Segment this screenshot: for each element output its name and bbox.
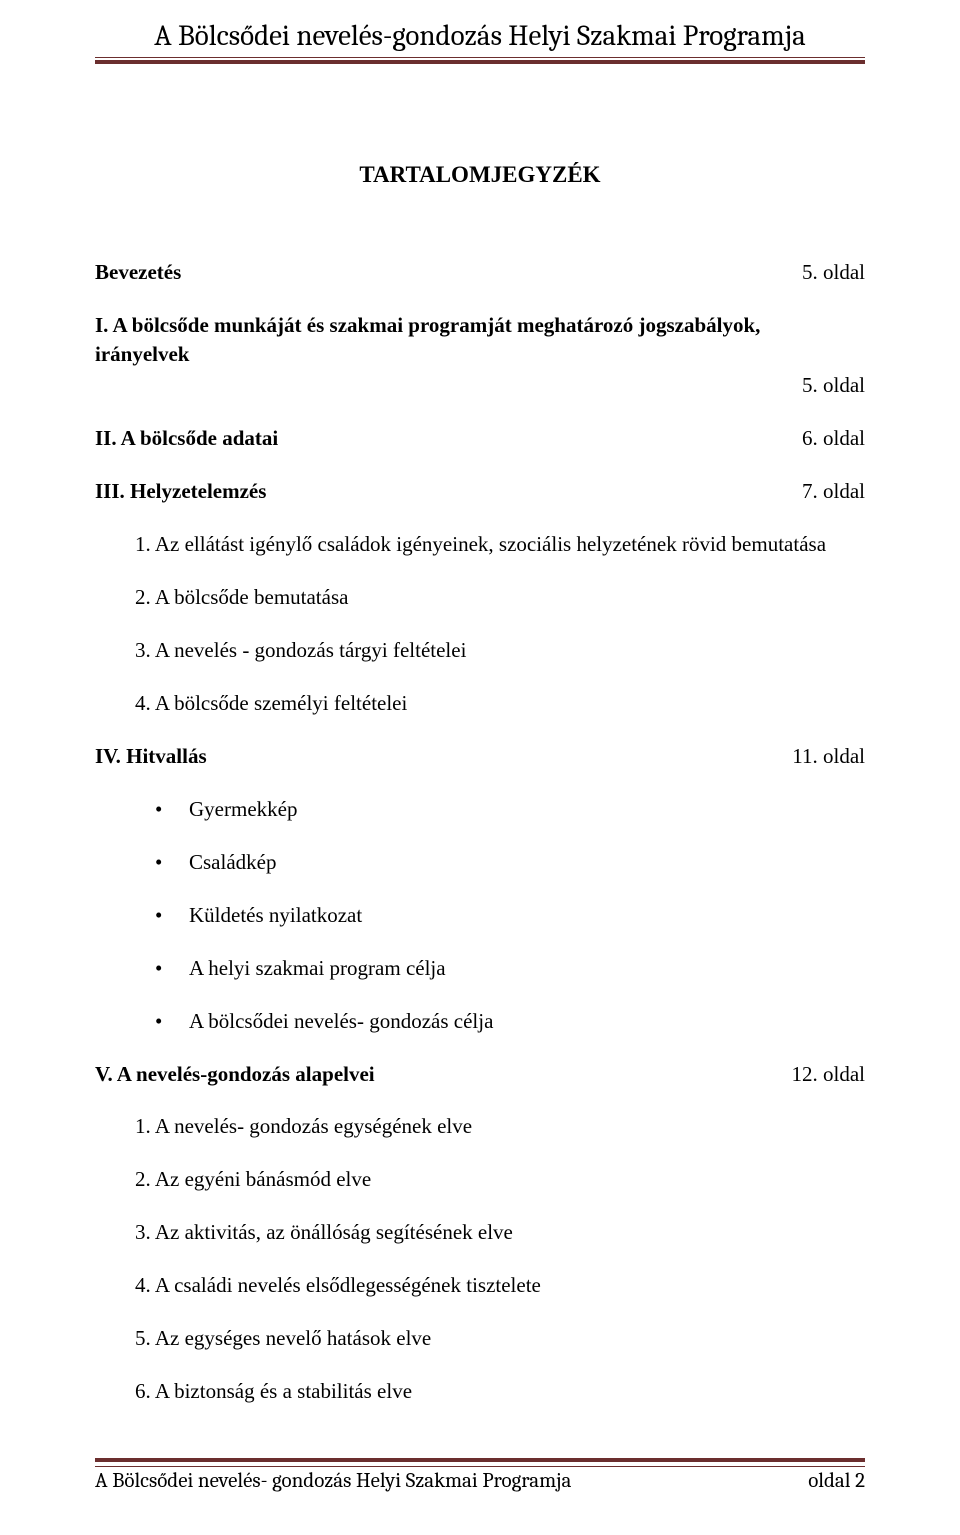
footer-page-number: oldal 2 [808, 1469, 865, 1493]
toc-subitem: 4. A családi nevelés elsődlegességének t… [135, 1271, 865, 1300]
toc-subitem: 6. A biztonság és a stabilitás elve [135, 1377, 865, 1406]
toc-label: II. A bölcsőde adatai [95, 424, 802, 453]
toc-section4-bullets: Gyermekkép Családkép Küldetés nyilatkoza… [155, 795, 865, 1036]
toc-entry-section2: II. A bölcsőde adatai 6. oldal [95, 424, 865, 453]
toc-entry-section1: I. A bölcsőde munkáját és szakmai progra… [95, 311, 865, 369]
toc-page-ref: 12. oldal [792, 1060, 866, 1089]
toc-bullet-item: Gyermekkép [155, 795, 865, 824]
header-rule-thick [95, 60, 865, 64]
toc-page-ref: 6. oldal [802, 424, 865, 453]
toc-page-ref: 5. oldal [802, 371, 865, 400]
toc-entry-bevezetes: Bevezetés 5. oldal [95, 258, 865, 287]
footer-row: A Bölcsődei nevelés- gondozás Helyi Szak… [95, 1469, 865, 1493]
toc-subitem: 2. Az egyéni bánásmód elve [135, 1165, 865, 1194]
toc-label: Bevezetés [95, 258, 802, 287]
toc-section3-sublist: 1. Az ellátást igénylő családok igényein… [135, 530, 865, 718]
toc-subitem: 1. A nevelés- gondozás egységének elve [135, 1112, 865, 1141]
toc-entry-section5: V. A nevelés-gondozás alapelvei 12. olda… [95, 1060, 865, 1089]
toc-heading: TARTALOMJEGYZÉK [95, 162, 865, 188]
footer-rule-thick [95, 1458, 865, 1462]
document-page: A Bölcsődei nevelés-gondozás Helyi Szakm… [0, 0, 960, 1535]
toc-subitem: 2. A bölcsőde bemutatása [135, 583, 865, 612]
toc-subitem: 3. A nevelés - gondozás tárgyi feltétele… [135, 636, 865, 665]
toc-entry-section3: III. Helyzetelemzés 7. oldal [95, 477, 865, 506]
toc-entry-section1-page: 5. oldal [95, 371, 865, 400]
toc-bullet-item: Küldetés nyilatkozat [155, 901, 865, 930]
footer-left-text: A Bölcsődei nevelés- gondozás Helyi Szak… [95, 1469, 571, 1493]
toc-subitem: 5. Az egységes nevelő hatások elve [135, 1324, 865, 1353]
toc-label: V. A nevelés-gondozás alapelvei [95, 1060, 792, 1089]
header-title: A Bölcsődei nevelés-gondozás Helyi Szakm… [95, 20, 865, 53]
toc-page-ref: 11. oldal [792, 742, 865, 771]
toc-content: Bevezetés 5. oldal I. A bölcsőde munkájá… [95, 258, 865, 1406]
toc-section5-sublist: 1. A nevelés- gondozás egységének elve 2… [135, 1112, 865, 1406]
toc-bullet-item: Családkép [155, 848, 865, 877]
toc-label: I. A bölcsőde munkáját és szakmai progra… [95, 311, 865, 369]
toc-label: III. Helyzetelemzés [95, 477, 802, 506]
header-rule-thin [95, 57, 865, 64]
toc-page-ref: 5. oldal [802, 258, 865, 287]
toc-subitem: 3. Az aktivitás, az önállóság segítéséne… [135, 1218, 865, 1247]
toc-subitem: 4. A bölcsőde személyi feltételei [135, 689, 865, 718]
footer-rule-thin [95, 1466, 865, 1467]
toc-bullet-item: A helyi szakmai program célja [155, 954, 865, 983]
toc-label: IV. Hitvallás [95, 742, 792, 771]
page-header: A Bölcsődei nevelés-gondozás Helyi Szakm… [95, 20, 865, 72]
page-footer: A Bölcsődei nevelés- gondozás Helyi Szak… [95, 1458, 865, 1493]
toc-page-ref: 7. oldal [802, 477, 865, 506]
toc-bullet-item: A bölcsődei nevelés- gondozás célja [155, 1007, 865, 1036]
toc-entry-section4: IV. Hitvallás 11. oldal [95, 742, 865, 771]
toc-subitem: 1. Az ellátást igénylő családok igényein… [135, 530, 865, 559]
